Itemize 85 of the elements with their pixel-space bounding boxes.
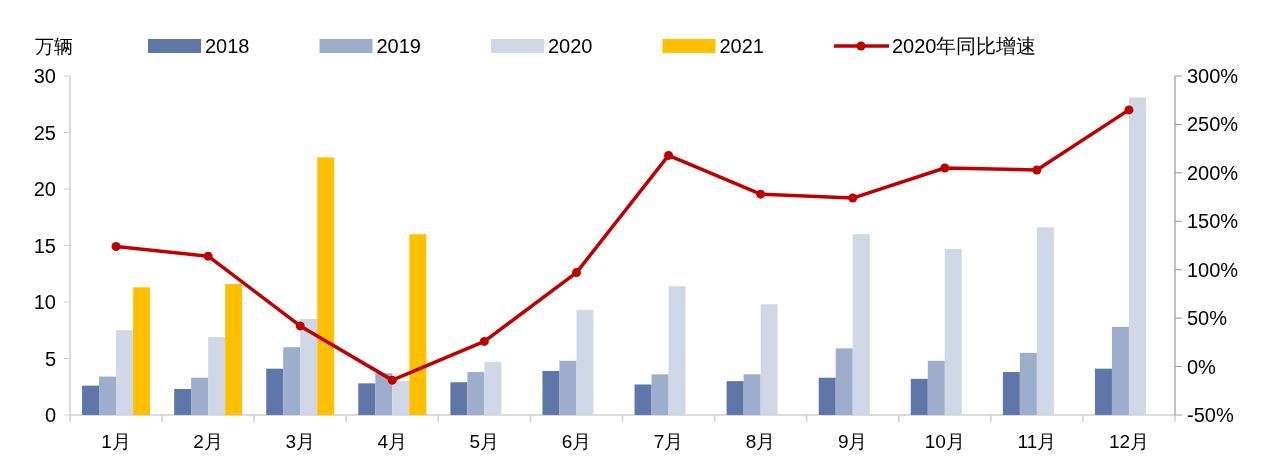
y2-tick-label: 100% [1187,258,1239,281]
point [387,375,397,385]
bar [116,330,134,415]
bar [1036,227,1054,415]
bar [576,309,594,415]
bar [300,318,318,415]
y-tick-label: 25 [33,121,56,144]
bar [133,287,151,415]
point [1124,105,1134,115]
x-tick-label: 10月 [924,431,965,452]
bar [910,378,928,415]
y2-tick-label: 0% [1187,355,1217,378]
x-tick-label: 9月 [837,431,868,452]
legend-label: 2019 [376,35,421,57]
point [756,189,766,199]
bar [668,286,686,415]
y-tick-label: 15 [33,234,56,257]
bar [651,374,669,415]
legend-label: 2020年同比增速 [892,35,1037,57]
bar [559,360,577,415]
y-tick-label: 0 [44,404,56,426]
bar [99,376,117,415]
bar [634,384,652,415]
bar [927,360,945,415]
x-tick-label: 1月 [101,431,131,452]
bar [1002,372,1020,415]
legend-label: 2018 [205,35,250,57]
y-axis-title: 万辆 [35,36,73,57]
bar [1019,352,1037,415]
y2-tick-label: -50% [1187,404,1234,426]
x-tick-label: 7月 [653,431,684,452]
bar [450,382,468,415]
point [571,268,581,278]
point [479,336,489,346]
bar [82,385,100,415]
point [295,321,305,331]
x-tick-label: 6月 [561,431,592,452]
bar [208,337,226,415]
y-tick-label: 30 [33,65,56,87]
bar [191,377,209,415]
y2-tick-label: 50% [1187,307,1228,330]
x-tick-label: 3月 [285,431,315,452]
bar [542,370,560,415]
bar [358,383,376,415]
y2-tick-label: 150% [1187,210,1239,233]
bar [760,304,778,415]
bar [743,374,761,415]
bar [375,373,393,415]
legend-label: 2021 [719,35,764,57]
bar [484,361,502,415]
x-tick-label: 5月 [469,431,500,452]
point [111,241,121,251]
y-tick-label: 10 [33,291,56,313]
bar [1128,97,1146,415]
bar [409,234,427,415]
bar [266,368,284,415]
bar [225,283,243,415]
point [203,251,213,261]
bar [283,347,301,415]
x-tick-label: 2月 [193,431,223,452]
bar [835,348,853,415]
bar [467,372,485,415]
bar [1111,326,1129,415]
bar [1094,368,1112,415]
point [848,193,858,203]
y-tick-label: 5 [44,347,56,370]
x-tick-label: 8月 [745,431,776,452]
point [1032,165,1042,175]
bar [726,381,744,415]
y2-tick-label: 250% [1187,113,1239,136]
y2-tick-label: 300% [1187,65,1239,87]
legend-label: 2020 [548,35,593,57]
bar [852,234,870,415]
y2-tick-label: 200% [1187,161,1239,184]
point [664,150,674,160]
bar [818,377,836,415]
point [940,163,950,173]
bar [174,389,192,415]
y-tick-label: 20 [33,178,56,200]
bar [944,248,962,415]
x-tick-label: 4月 [377,431,408,452]
bar [392,381,410,415]
bar [317,157,335,415]
x-tick-label: 12月 [1108,431,1150,452]
x-tick-label: 11月 [1017,431,1057,452]
